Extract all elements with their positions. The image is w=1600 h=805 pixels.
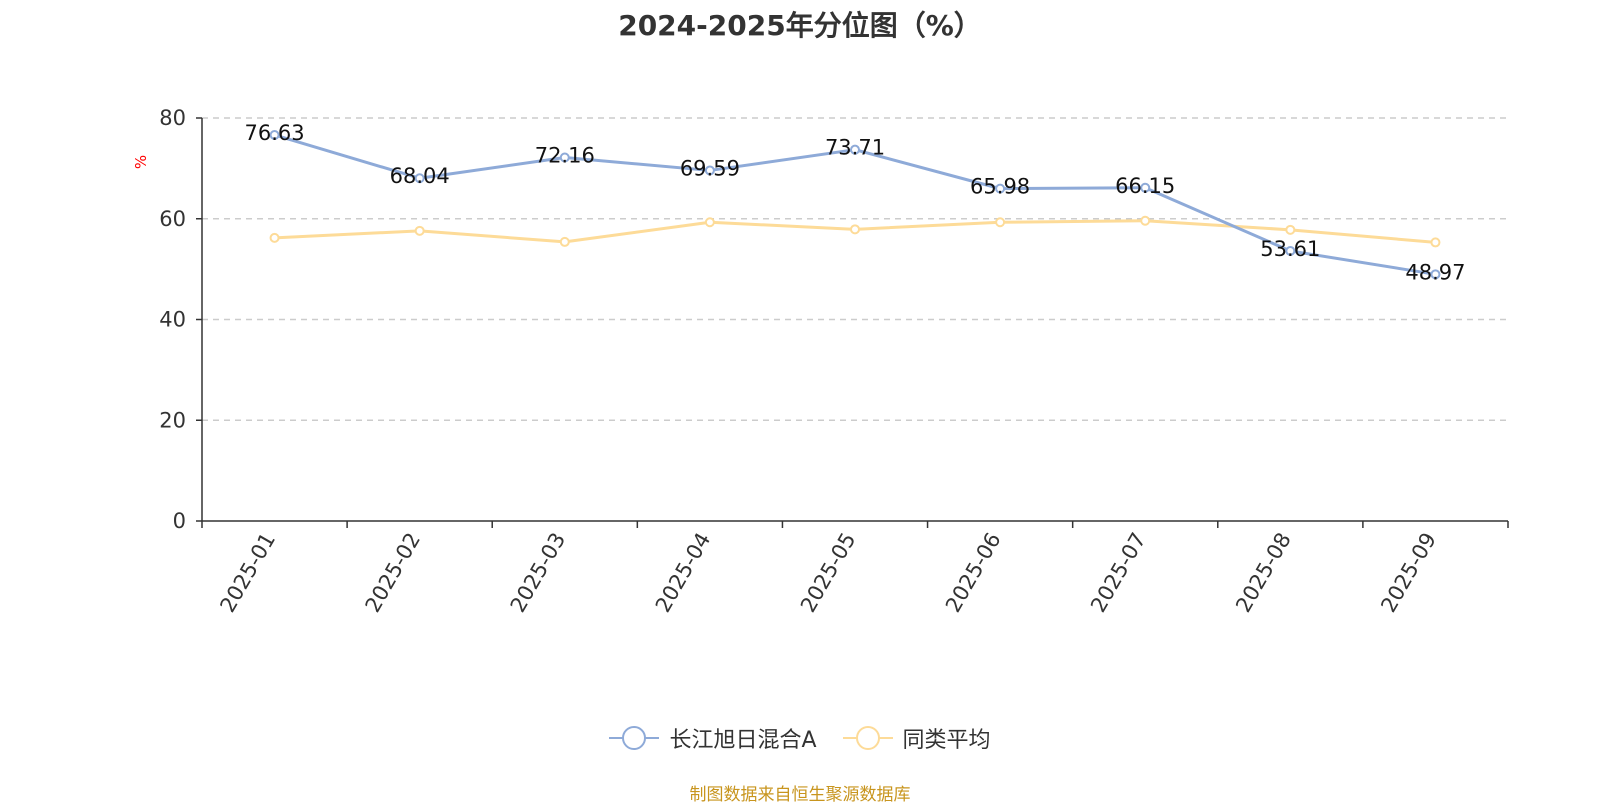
data-label: 65.98 bbox=[970, 175, 1030, 199]
data-label: 68.04 bbox=[390, 164, 450, 188]
x-tick-label: 2025-04 bbox=[651, 529, 716, 617]
series-point-1 bbox=[1140, 182, 1151, 193]
series-point-2 bbox=[1285, 224, 1296, 235]
series-point-2 bbox=[414, 225, 425, 236]
gridlines bbox=[202, 117, 1508, 421]
series-point-2 bbox=[995, 217, 1006, 228]
data-label: 76.63 bbox=[244, 121, 304, 145]
data-label: 48.97 bbox=[1405, 260, 1465, 284]
source-note: 制图数据来自恒生聚源数据库 bbox=[689, 785, 911, 805]
data-label: 66.15 bbox=[1115, 174, 1175, 198]
series-point-2 bbox=[559, 236, 570, 247]
y-tick-label: 40 bbox=[159, 308, 186, 332]
data-label: 72.16 bbox=[535, 143, 595, 167]
series-point-2 bbox=[269, 232, 280, 243]
series bbox=[269, 129, 1441, 280]
x-tick-label: 2025-06 bbox=[941, 529, 1006, 617]
x-tick-label: 2025-05 bbox=[796, 529, 861, 617]
y-axis-label: % bbox=[132, 155, 150, 169]
series-point-1 bbox=[269, 129, 280, 140]
legend-item-series-2[interactable]: 同类平均 bbox=[842, 722, 991, 754]
series-point-1 bbox=[559, 152, 570, 163]
x-tick-label: 2025-02 bbox=[361, 529, 426, 617]
series-point-1 bbox=[414, 173, 425, 184]
y-tick-label: 80 bbox=[159, 106, 186, 130]
series-point-2 bbox=[1430, 237, 1441, 248]
data-labels: 76.63 68.04 72.16 69.59 73.71 65.98 66.15 53.61… bbox=[244, 121, 1465, 284]
series-point-2 bbox=[1140, 215, 1151, 226]
legend-item-series-1[interactable]: 长江旭日混合A bbox=[609, 722, 817, 754]
series-point-1 bbox=[995, 183, 1006, 194]
y-tick-label: 0 bbox=[173, 509, 186, 533]
series-point-1 bbox=[1430, 269, 1441, 280]
x-tick-label: 2025-07 bbox=[1086, 529, 1151, 617]
x-tick-label: 2025-01 bbox=[215, 529, 280, 617]
series-point-1 bbox=[1285, 245, 1296, 256]
x-tick-label: 2025-09 bbox=[1376, 529, 1441, 617]
x-tick-label: 2025-03 bbox=[506, 529, 571, 617]
legend-label-series-2: 同类平均 bbox=[902, 728, 991, 753]
axes: 0 20 40 60 80% 2025-01 2025-02 2025-03 2025-04 20… bbox=[132, 106, 1509, 617]
series-point-2 bbox=[704, 217, 715, 228]
data-label: 53.61 bbox=[1260, 237, 1320, 261]
y-tick-label: 60 bbox=[159, 207, 186, 231]
y-tick-label: 20 bbox=[159, 408, 186, 432]
series-point-1 bbox=[850, 144, 860, 155]
legend-swatch-series-1 bbox=[609, 726, 660, 750]
legend-swatch-series-2 bbox=[842, 726, 893, 750]
series-point-2 bbox=[850, 224, 860, 235]
data-label: 69.59 bbox=[680, 156, 740, 180]
chart-title: 2024-2025年分位图（%） bbox=[618, 9, 982, 42]
data-label: 73.71 bbox=[825, 136, 885, 160]
legend-label-series-1: 长江旭日混合A bbox=[669, 728, 817, 753]
legend: 长江旭日混合A 同类平均 bbox=[0, 722, 1600, 754]
series-point-1 bbox=[704, 165, 715, 176]
x-tick-label: 2025-08 bbox=[1231, 529, 1296, 617]
